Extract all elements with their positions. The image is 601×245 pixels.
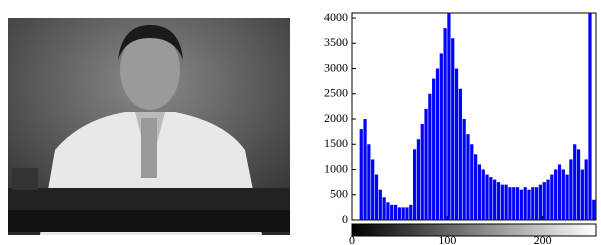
bar: [371, 159, 374, 220]
bar: [520, 190, 523, 220]
bar: [577, 149, 580, 220]
bar: [539, 185, 542, 220]
x-tick-label: 200: [534, 233, 552, 245]
bar: [508, 187, 511, 220]
bar: [440, 53, 443, 220]
bar: [405, 207, 408, 220]
page: 0 500 1000 1500 2000 2500 3000 3500 4000 0 100 200: [0, 0, 601, 245]
bar: [409, 205, 412, 220]
bar: [562, 170, 565, 220]
bar: [394, 205, 397, 220]
y-tick-label: 3500: [324, 35, 348, 49]
bar: [588, 13, 591, 220]
bar: [501, 185, 504, 220]
y-tick-label: 0: [342, 212, 348, 226]
bar: [463, 119, 466, 220]
bar: [485, 175, 488, 220]
bar: [360, 129, 363, 220]
bar: [569, 159, 572, 220]
y-tick-label: 2500: [324, 86, 348, 100]
bar: [527, 190, 530, 220]
bar: [573, 144, 576, 220]
bar: [428, 94, 431, 220]
bar: [505, 185, 508, 220]
bar: [482, 170, 485, 220]
bar: [383, 197, 386, 220]
bar: [474, 154, 477, 220]
bar: [550, 175, 553, 220]
bar: [524, 187, 527, 220]
bar: [375, 175, 378, 220]
bar: [421, 124, 424, 220]
bar: [493, 180, 496, 220]
y-tick-label: 4000: [324, 10, 348, 24]
y-tick-label: 2000: [324, 111, 348, 125]
bar: [554, 170, 557, 220]
bar: [585, 159, 588, 220]
bar: [386, 202, 389, 220]
bar: [402, 207, 405, 220]
bar: [390, 205, 393, 220]
bar: [432, 79, 435, 220]
photo: [8, 18, 290, 235]
bar: [581, 170, 584, 220]
y-tick-label: 1000: [324, 161, 348, 175]
x-tick-label: 100: [438, 233, 456, 245]
bar: [566, 175, 569, 220]
bar: [424, 109, 427, 220]
bar: [444, 28, 447, 220]
y-tick-label: 1500: [324, 136, 348, 150]
bar: [363, 119, 366, 220]
bar: [379, 190, 382, 220]
bar: [516, 187, 519, 220]
bar: [466, 134, 469, 220]
bar: [489, 177, 492, 220]
bar: [455, 69, 458, 220]
y-tick-label: 500: [330, 187, 348, 201]
bar: [543, 182, 546, 220]
bar: [531, 187, 534, 220]
bar: [512, 187, 515, 220]
bar: [398, 207, 401, 220]
bar: [447, 13, 450, 220]
bar: [470, 144, 473, 220]
bar: [478, 164, 481, 220]
bar: [535, 187, 538, 220]
bar: [592, 200, 595, 220]
colorbar: [352, 224, 596, 236]
bar: [451, 38, 454, 220]
bar: [436, 69, 439, 220]
bar: [417, 139, 420, 220]
bar: [497, 182, 500, 220]
bar: [413, 149, 416, 220]
bar: [459, 89, 462, 220]
bar: [558, 164, 561, 220]
bar: [546, 180, 549, 220]
bar: [367, 144, 370, 220]
x-tick-label: 0: [349, 233, 355, 245]
y-tick-label: 3000: [324, 60, 348, 74]
